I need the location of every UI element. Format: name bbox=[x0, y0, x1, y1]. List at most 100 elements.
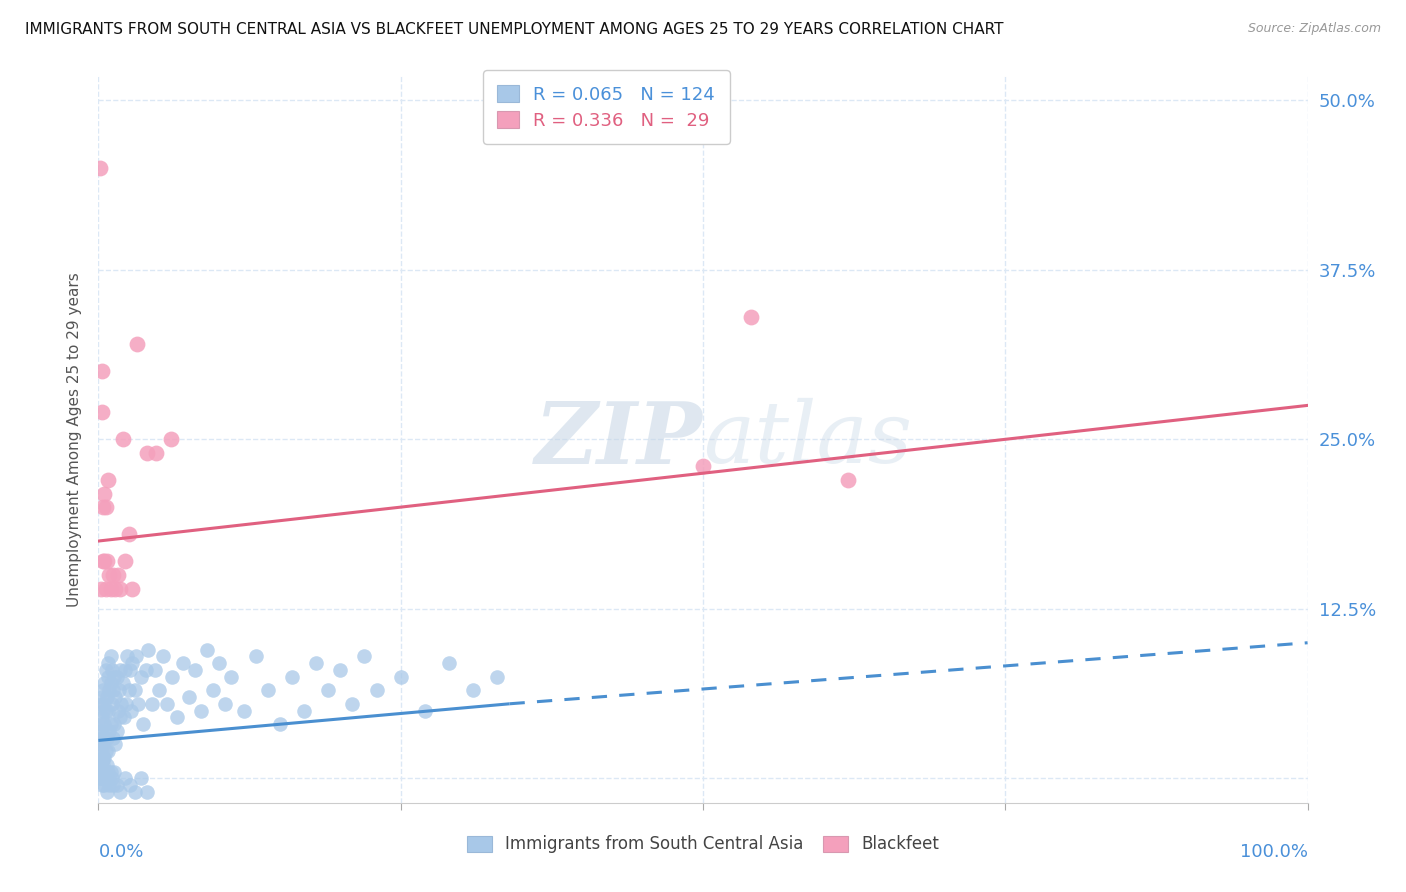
Point bbox=[184, 663, 207, 677]
Y-axis label: Unemployment Among Ages 25 to 29 years: Unemployment Among Ages 25 to 29 years bbox=[66, 272, 82, 607]
Point bbox=[93, 676, 115, 690]
Point bbox=[91, 704, 114, 718]
Point bbox=[91, 723, 114, 738]
Point bbox=[90, 772, 112, 786]
Point bbox=[740, 310, 762, 325]
Point bbox=[118, 683, 141, 698]
Point bbox=[103, 717, 125, 731]
Point bbox=[269, 717, 291, 731]
Point bbox=[94, 704, 117, 718]
Point bbox=[108, 710, 131, 724]
Point bbox=[91, 710, 114, 724]
Point bbox=[93, 697, 115, 711]
Point bbox=[91, 405, 114, 419]
Point bbox=[108, 785, 131, 799]
Point bbox=[97, 764, 120, 779]
Point bbox=[90, 582, 112, 596]
Point bbox=[104, 738, 127, 752]
Point bbox=[100, 772, 122, 786]
Text: Source: ZipAtlas.com: Source: ZipAtlas.com bbox=[1247, 22, 1381, 36]
Point bbox=[100, 649, 122, 664]
Point bbox=[101, 778, 124, 792]
Point bbox=[93, 751, 115, 765]
Point bbox=[108, 663, 131, 677]
Point bbox=[129, 772, 152, 786]
Point bbox=[96, 731, 118, 745]
Point bbox=[91, 364, 114, 378]
Point bbox=[89, 161, 111, 175]
Point bbox=[114, 772, 136, 786]
Point bbox=[91, 778, 114, 792]
Point bbox=[90, 757, 112, 772]
Point bbox=[148, 683, 170, 698]
Point bbox=[125, 649, 148, 664]
Point bbox=[136, 642, 159, 657]
Point bbox=[413, 704, 436, 718]
Point bbox=[292, 704, 315, 718]
Point bbox=[96, 554, 118, 568]
Point bbox=[96, 757, 118, 772]
Text: IMMIGRANTS FROM SOUTH CENTRAL ASIA VS BLACKFEET UNEMPLOYMENT AMONG AGES 25 TO 29: IMMIGRANTS FROM SOUTH CENTRAL ASIA VS BL… bbox=[25, 22, 1004, 37]
Point bbox=[98, 568, 121, 582]
Point bbox=[94, 500, 117, 515]
Point bbox=[118, 663, 141, 677]
Point bbox=[143, 663, 166, 677]
Point bbox=[121, 582, 143, 596]
Point bbox=[91, 744, 114, 758]
Point bbox=[101, 683, 124, 698]
Point bbox=[172, 656, 194, 670]
Point bbox=[91, 500, 114, 515]
Point bbox=[156, 697, 179, 711]
Point bbox=[90, 697, 112, 711]
Point bbox=[100, 764, 122, 779]
Point bbox=[100, 676, 122, 690]
Point bbox=[117, 649, 139, 664]
Point bbox=[98, 723, 121, 738]
Point bbox=[135, 663, 157, 677]
Point bbox=[195, 642, 218, 657]
Point bbox=[463, 683, 485, 698]
Point bbox=[105, 670, 128, 684]
Point bbox=[101, 568, 124, 582]
Point bbox=[245, 649, 267, 664]
Point bbox=[90, 738, 112, 752]
Point bbox=[127, 697, 149, 711]
Point bbox=[90, 757, 112, 772]
Point bbox=[160, 670, 183, 684]
Point bbox=[342, 697, 364, 711]
Point bbox=[104, 690, 127, 704]
Point bbox=[437, 656, 460, 670]
Point bbox=[89, 744, 111, 758]
Point bbox=[166, 710, 188, 724]
Point bbox=[97, 473, 120, 487]
Point bbox=[98, 683, 121, 698]
Point bbox=[100, 697, 122, 711]
Point bbox=[89, 764, 111, 779]
Point bbox=[91, 690, 114, 704]
Legend: Immigrants from South Central Asia, Blackfeet: Immigrants from South Central Asia, Blac… bbox=[460, 829, 946, 860]
Point bbox=[90, 717, 112, 731]
Point bbox=[145, 446, 167, 460]
Point bbox=[94, 772, 117, 786]
Point bbox=[127, 337, 149, 351]
Point bbox=[91, 554, 114, 568]
Point bbox=[135, 446, 157, 460]
Point bbox=[221, 670, 243, 684]
Point bbox=[202, 683, 225, 698]
Text: atlas: atlas bbox=[703, 398, 912, 481]
Point bbox=[692, 459, 714, 474]
Point bbox=[105, 778, 128, 792]
Point bbox=[91, 738, 114, 752]
Text: 100.0%: 100.0% bbox=[1240, 843, 1308, 861]
Point bbox=[132, 717, 155, 731]
Point bbox=[114, 663, 136, 677]
Point bbox=[111, 676, 134, 690]
Point bbox=[118, 527, 141, 541]
Point bbox=[152, 649, 174, 664]
Point bbox=[89, 723, 111, 738]
Point bbox=[837, 473, 859, 487]
Point bbox=[100, 582, 122, 596]
Point bbox=[110, 697, 132, 711]
Point bbox=[91, 757, 114, 772]
Point bbox=[256, 683, 278, 698]
